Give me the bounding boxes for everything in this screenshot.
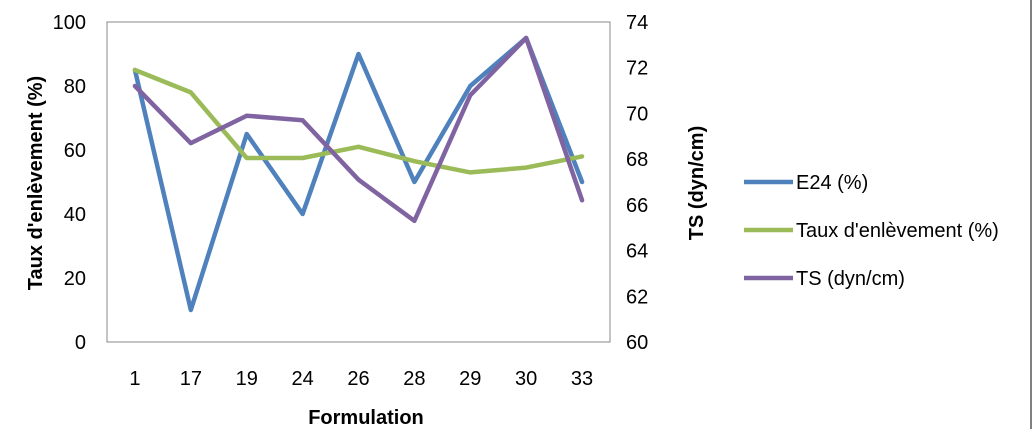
y-right-tick-label: 64 xyxy=(626,241,648,263)
y-right-tick-label: 72 xyxy=(626,58,648,80)
y-right-tick-label: 60 xyxy=(626,332,648,354)
y-left-tick-label: 20 xyxy=(64,268,86,290)
y-axis-left-title: Taux d'enlèvement (%) xyxy=(25,76,47,290)
legend-label: E24 (%) xyxy=(796,172,868,194)
series-lines xyxy=(132,35,585,313)
series-line xyxy=(132,35,585,313)
y-axis-right-title: TS (dyn/cm) xyxy=(686,126,708,240)
y-right-tick-label: 66 xyxy=(626,195,648,217)
y-axis-left: 0 20 40 60 80 100 xyxy=(53,12,86,354)
y-axis-right: 60 62 64 66 68 70 72 74 xyxy=(626,12,648,354)
y-left-tick-label: 100 xyxy=(53,12,86,34)
y-right-tick-label: 62 xyxy=(626,286,648,308)
y-left-tick-label: 0 xyxy=(75,332,86,354)
x-tick-label: 24 xyxy=(291,368,313,390)
legend-label: TS (dyn/cm) xyxy=(796,268,905,290)
legend: E24 (%) Taux d'enlèvement (%) TS (dyn/cm) xyxy=(744,172,999,290)
x-tick-label: 28 xyxy=(403,368,425,390)
x-tick-label: 30 xyxy=(515,368,537,390)
y-left-tick-label: 40 xyxy=(64,204,86,226)
y-left-tick-label: 60 xyxy=(64,140,86,162)
series-line xyxy=(132,67,585,175)
y-right-tick-label: 68 xyxy=(626,149,648,171)
x-tick-label: 26 xyxy=(347,368,369,390)
legend-label: Taux d'enlèvement (%) xyxy=(796,220,999,242)
y-right-tick-label: 74 xyxy=(626,12,648,34)
x-tick-label: 1 xyxy=(129,368,140,390)
plot-border xyxy=(106,21,611,343)
x-tick-label: 19 xyxy=(236,368,258,390)
x-tick-label: 17 xyxy=(180,368,202,390)
x-tick-label: 33 xyxy=(571,368,593,390)
series-line xyxy=(132,35,585,224)
y-right-tick-label: 70 xyxy=(626,103,648,125)
x-axis-title: Formulation xyxy=(308,407,424,429)
x-tick-label: 29 xyxy=(459,368,481,390)
y-left-tick-label: 80 xyxy=(64,76,86,98)
x-axis: 1 17 19 24 26 28 29 30 33 xyxy=(129,368,593,390)
plot-area xyxy=(106,21,611,343)
